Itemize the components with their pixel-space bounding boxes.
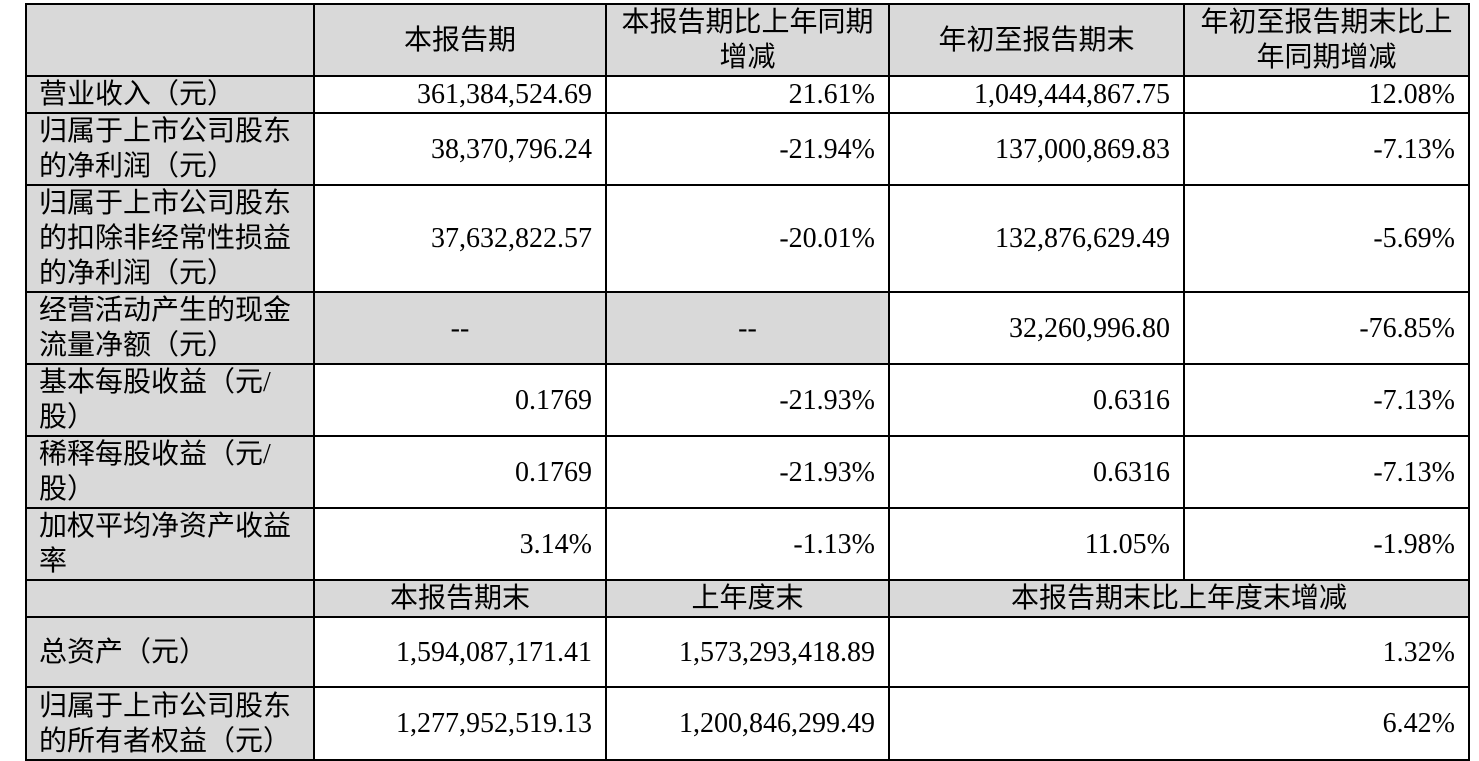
mid-header-change: 本报告期末比上年度末增减 [888,579,1470,618]
row-label-total-assets: 总资产（元） [25,616,315,688]
cell-basic-eps-ytd: 0.6316 [888,363,1185,437]
cell-net-profit-excl-current: 37,632,822.57 [313,184,607,293]
table-row-owners-equity: 归属于上市公司股东的所有者权益（元） 1,277,952,519.13 1,20… [25,686,1470,761]
table-row-operating-cash-flow: 经营活动产生的现金流量净额（元） -- -- 32,260,996.80 -76… [25,291,1470,365]
cell-diluted-eps-yoy: -21.93% [605,435,890,509]
cell-owners-equity-prev-year-end: 1,200,846,299.49 [605,686,890,761]
cell-revenue-ytd: 1,049,444,867.75 [888,75,1185,114]
cell-cash-flow-ytd-yoy: -76.85% [1183,291,1470,365]
header-current-period: 本报告期 [313,3,607,77]
cell-weighted-roe-current: 3.14% [313,507,607,581]
table-row-revenue: 营业收入（元） 361,384,524.69 21.61% 1,049,444,… [25,75,1470,114]
cell-total-assets-period-end: 1,594,087,171.41 [313,616,607,688]
key-financials-table: 本报告期 本报告期比上年同期增减 年初至报告期末 年初至报告期末比上年同期增减 … [25,3,1470,761]
cell-total-assets-prev-year-end: 1,573,293,418.89 [605,616,890,688]
cell-net-profit-excl-ytd-yoy: -5.69% [1183,184,1470,293]
table-mid-header-row: 本报告期末 上年度末 本报告期末比上年度末增减 [25,579,1470,618]
cell-net-profit-excl-ytd: 132,876,629.49 [888,184,1185,293]
header-year-to-date: 年初至报告期末 [888,3,1185,77]
cell-cash-flow-ytd: 32,260,996.80 [888,291,1185,365]
mid-header-blank-cell [25,579,315,618]
cell-basic-eps-ytd-yoy: -7.13% [1183,363,1470,437]
cell-weighted-roe-ytd-yoy: -1.98% [1183,507,1470,581]
cell-diluted-eps-ytd: 0.6316 [888,435,1185,509]
row-label-diluted-eps: 稀释每股收益（元/股） [25,435,315,509]
header-blank-cell [25,3,315,77]
cell-weighted-roe-ytd: 11.05% [888,507,1185,581]
row-label-basic-eps: 基本每股收益（元/股） [25,363,315,437]
cell-cash-flow-current: -- [313,291,607,365]
cell-net-profit-excl-yoy: -20.01% [605,184,890,293]
cell-basic-eps-current: 0.1769 [313,363,607,437]
row-label-operating-cash-flow: 经营活动产生的现金流量净额（元） [25,291,315,365]
row-label-net-profit-excl-nonrecurring: 归属于上市公司股东的扣除非经常性损益的净利润（元） [25,184,315,293]
cell-total-assets-change: 1.32% [888,616,1470,688]
cell-net-profit-ytd-yoy: -7.13% [1183,112,1470,186]
mid-header-prev-year-end: 上年度末 [605,579,890,618]
cell-cash-flow-yoy: -- [605,291,890,365]
row-label-owners-equity: 归属于上市公司股东的所有者权益（元） [25,686,315,761]
table-header-row: 本报告期 本报告期比上年同期增减 年初至报告期末 年初至报告期末比上年同期增减 [25,3,1470,77]
table-row-weighted-roe: 加权平均净资产收益率 3.14% -1.13% 11.05% -1.98% [25,507,1470,581]
cell-diluted-eps-ytd-yoy: -7.13% [1183,435,1470,509]
cell-owners-equity-change: 6.42% [888,686,1470,761]
cell-net-profit-yoy: -21.94% [605,112,890,186]
row-label-weighted-roe: 加权平均净资产收益率 [25,507,315,581]
row-label-net-profit: 归属于上市公司股东的净利润（元） [25,112,315,186]
cell-basic-eps-yoy: -21.93% [605,363,890,437]
cell-net-profit-ytd: 137,000,869.83 [888,112,1185,186]
table-row-diluted-eps: 稀释每股收益（元/股） 0.1769 -21.93% 0.6316 -7.13% [25,435,1470,509]
table-row-net-profit-excl-nonrecurring: 归属于上市公司股东的扣除非经常性损益的净利润（元） 37,632,822.57 … [25,184,1470,293]
row-label-revenue: 营业收入（元） [25,75,315,114]
cell-weighted-roe-yoy: -1.13% [605,507,890,581]
cell-revenue-ytd-yoy: 12.08% [1183,75,1470,114]
cell-owners-equity-period-end: 1,277,952,519.13 [313,686,607,761]
mid-header-period-end: 本报告期末 [313,579,607,618]
cell-diluted-eps-current: 0.1769 [313,435,607,509]
header-year-to-date-yoy: 年初至报告期末比上年同期增减 [1183,3,1470,77]
header-current-period-yoy: 本报告期比上年同期增减 [605,3,890,77]
cell-net-profit-current: 38,370,796.24 [313,112,607,186]
table-row-basic-eps: 基本每股收益（元/股） 0.1769 -21.93% 0.6316 -7.13% [25,363,1470,437]
cell-revenue-yoy: 21.61% [605,75,890,114]
table-row-total-assets: 总资产（元） 1,594,087,171.41 1,573,293,418.89… [25,616,1470,688]
table-row-net-profit: 归属于上市公司股东的净利润（元） 38,370,796.24 -21.94% 1… [25,112,1470,186]
cell-revenue-current: 361,384,524.69 [313,75,607,114]
